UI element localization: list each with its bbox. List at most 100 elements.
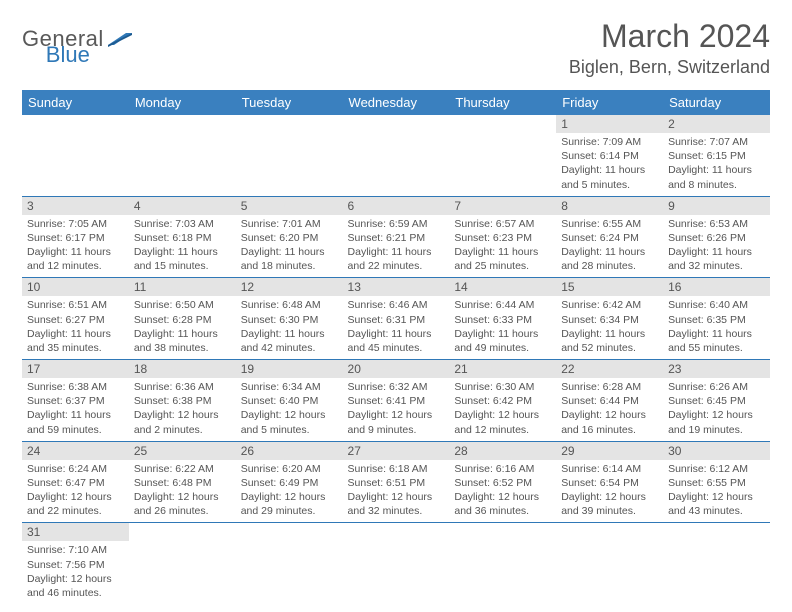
day-number: 11: [129, 278, 236, 296]
day-number: 4: [129, 197, 236, 215]
calendar-cell: 1Sunrise: 7:09 AMSunset: 6:14 PMDaylight…: [556, 115, 663, 196]
calendar-cell: [236, 523, 343, 604]
calendar-head: SundayMondayTuesdayWednesdayThursdayFrid…: [22, 90, 770, 115]
calendar-cell: 27Sunrise: 6:18 AMSunset: 6:51 PMDayligh…: [343, 441, 450, 523]
day-details: Sunrise: 7:07 AMSunset: 6:15 PMDaylight:…: [663, 133, 770, 196]
day-number: 3: [22, 197, 129, 215]
weekday-header: Wednesday: [343, 90, 450, 115]
calendar-cell: 8Sunrise: 6:55 AMSunset: 6:24 PMDaylight…: [556, 196, 663, 278]
calendar-cell: 3Sunrise: 7:05 AMSunset: 6:17 PMDaylight…: [22, 196, 129, 278]
day-number: 31: [22, 523, 129, 541]
day-details: Sunrise: 6:22 AMSunset: 6:48 PMDaylight:…: [129, 460, 236, 523]
weekday-header: Friday: [556, 90, 663, 115]
calendar-cell: 18Sunrise: 6:36 AMSunset: 6:38 PMDayligh…: [129, 360, 236, 442]
calendar-cell: [449, 523, 556, 604]
day-details: Sunrise: 6:57 AMSunset: 6:23 PMDaylight:…: [449, 215, 556, 278]
month-title: March 2024: [569, 18, 770, 55]
calendar-cell: [129, 115, 236, 196]
day-number: 6: [343, 197, 450, 215]
day-details: Sunrise: 6:18 AMSunset: 6:51 PMDaylight:…: [343, 460, 450, 523]
day-number: 18: [129, 360, 236, 378]
calendar-cell: 2Sunrise: 7:07 AMSunset: 6:15 PMDaylight…: [663, 115, 770, 196]
day-details: Sunrise: 6:14 AMSunset: 6:54 PMDaylight:…: [556, 460, 663, 523]
day-number: 25: [129, 442, 236, 460]
weekday-header: Saturday: [663, 90, 770, 115]
calendar-cell: 6Sunrise: 6:59 AMSunset: 6:21 PMDaylight…: [343, 196, 450, 278]
day-details: Sunrise: 6:53 AMSunset: 6:26 PMDaylight:…: [663, 215, 770, 278]
calendar-week: 24Sunrise: 6:24 AMSunset: 6:47 PMDayligh…: [22, 441, 770, 523]
day-details: Sunrise: 6:34 AMSunset: 6:40 PMDaylight:…: [236, 378, 343, 441]
calendar-cell: 31Sunrise: 7:10 AMSunset: 7:56 PMDayligh…: [22, 523, 129, 604]
calendar-week: 10Sunrise: 6:51 AMSunset: 6:27 PMDayligh…: [22, 278, 770, 360]
calendar-cell: [343, 115, 450, 196]
day-number: 7: [449, 197, 556, 215]
day-number: 21: [449, 360, 556, 378]
day-details: Sunrise: 6:48 AMSunset: 6:30 PMDaylight:…: [236, 296, 343, 359]
day-details: Sunrise: 6:42 AMSunset: 6:34 PMDaylight:…: [556, 296, 663, 359]
header: General Blue March 2024 Biglen, Bern, Sw…: [22, 18, 770, 78]
calendar-cell: 22Sunrise: 6:28 AMSunset: 6:44 PMDayligh…: [556, 360, 663, 442]
calendar-cell: 16Sunrise: 6:40 AMSunset: 6:35 PMDayligh…: [663, 278, 770, 360]
calendar-cell: 25Sunrise: 6:22 AMSunset: 6:48 PMDayligh…: [129, 441, 236, 523]
day-number: 23: [663, 360, 770, 378]
logo: General Blue: [22, 18, 176, 52]
day-number: 2: [663, 115, 770, 133]
day-details: Sunrise: 7:09 AMSunset: 6:14 PMDaylight:…: [556, 133, 663, 196]
calendar-cell: 14Sunrise: 6:44 AMSunset: 6:33 PMDayligh…: [449, 278, 556, 360]
day-details: Sunrise: 6:51 AMSunset: 6:27 PMDaylight:…: [22, 296, 129, 359]
day-number: 24: [22, 442, 129, 460]
calendar-cell: 4Sunrise: 7:03 AMSunset: 6:18 PMDaylight…: [129, 196, 236, 278]
calendar-cell: 19Sunrise: 6:34 AMSunset: 6:40 PMDayligh…: [236, 360, 343, 442]
day-number: 17: [22, 360, 129, 378]
calendar-cell: 24Sunrise: 6:24 AMSunset: 6:47 PMDayligh…: [22, 441, 129, 523]
calendar-body: 1Sunrise: 7:09 AMSunset: 6:14 PMDaylight…: [22, 115, 770, 604]
weekday-header: Tuesday: [236, 90, 343, 115]
day-details: Sunrise: 6:32 AMSunset: 6:41 PMDaylight:…: [343, 378, 450, 441]
day-details: Sunrise: 6:38 AMSunset: 6:37 PMDaylight:…: [22, 378, 129, 441]
calendar-cell: [129, 523, 236, 604]
calendar-cell: [449, 115, 556, 196]
calendar-cell: [556, 523, 663, 604]
calendar-cell: 15Sunrise: 6:42 AMSunset: 6:34 PMDayligh…: [556, 278, 663, 360]
day-details: Sunrise: 7:10 AMSunset: 7:56 PMDaylight:…: [22, 541, 129, 604]
calendar-cell: 26Sunrise: 6:20 AMSunset: 6:49 PMDayligh…: [236, 441, 343, 523]
location: Biglen, Bern, Switzerland: [569, 57, 770, 78]
day-number: 28: [449, 442, 556, 460]
calendar-week: 3Sunrise: 7:05 AMSunset: 6:17 PMDaylight…: [22, 196, 770, 278]
day-number: 22: [556, 360, 663, 378]
title-block: March 2024 Biglen, Bern, Switzerland: [569, 18, 770, 78]
day-number: 1: [556, 115, 663, 133]
calendar-table: SundayMondayTuesdayWednesdayThursdayFrid…: [22, 90, 770, 604]
day-details: Sunrise: 6:16 AMSunset: 6:52 PMDaylight:…: [449, 460, 556, 523]
day-details: Sunrise: 6:44 AMSunset: 6:33 PMDaylight:…: [449, 296, 556, 359]
day-details: Sunrise: 6:20 AMSunset: 6:49 PMDaylight:…: [236, 460, 343, 523]
day-number: 20: [343, 360, 450, 378]
day-details: Sunrise: 6:36 AMSunset: 6:38 PMDaylight:…: [129, 378, 236, 441]
day-number: 30: [663, 442, 770, 460]
calendar-cell: 29Sunrise: 6:14 AMSunset: 6:54 PMDayligh…: [556, 441, 663, 523]
calendar-cell: 7Sunrise: 6:57 AMSunset: 6:23 PMDaylight…: [449, 196, 556, 278]
day-number: 15: [556, 278, 663, 296]
calendar-week: 1Sunrise: 7:09 AMSunset: 6:14 PMDaylight…: [22, 115, 770, 196]
calendar-cell: 13Sunrise: 6:46 AMSunset: 6:31 PMDayligh…: [343, 278, 450, 360]
calendar-cell: 17Sunrise: 6:38 AMSunset: 6:37 PMDayligh…: [22, 360, 129, 442]
weekday-header: Thursday: [449, 90, 556, 115]
day-number: 26: [236, 442, 343, 460]
calendar-cell: 28Sunrise: 6:16 AMSunset: 6:52 PMDayligh…: [449, 441, 556, 523]
calendar-week: 31Sunrise: 7:10 AMSunset: 7:56 PMDayligh…: [22, 523, 770, 604]
day-details: Sunrise: 6:30 AMSunset: 6:42 PMDaylight:…: [449, 378, 556, 441]
day-number: 12: [236, 278, 343, 296]
day-details: Sunrise: 6:12 AMSunset: 6:55 PMDaylight:…: [663, 460, 770, 523]
day-details: Sunrise: 6:55 AMSunset: 6:24 PMDaylight:…: [556, 215, 663, 278]
day-number: 9: [663, 197, 770, 215]
day-number: 19: [236, 360, 343, 378]
day-details: Sunrise: 6:46 AMSunset: 6:31 PMDaylight:…: [343, 296, 450, 359]
calendar-cell: [663, 523, 770, 604]
day-details: Sunrise: 6:28 AMSunset: 6:44 PMDaylight:…: [556, 378, 663, 441]
calendar-cell: 21Sunrise: 6:30 AMSunset: 6:42 PMDayligh…: [449, 360, 556, 442]
day-details: Sunrise: 6:24 AMSunset: 6:47 PMDaylight:…: [22, 460, 129, 523]
day-number: 27: [343, 442, 450, 460]
calendar-cell: [236, 115, 343, 196]
weekday-header: Sunday: [22, 90, 129, 115]
day-number: 5: [236, 197, 343, 215]
